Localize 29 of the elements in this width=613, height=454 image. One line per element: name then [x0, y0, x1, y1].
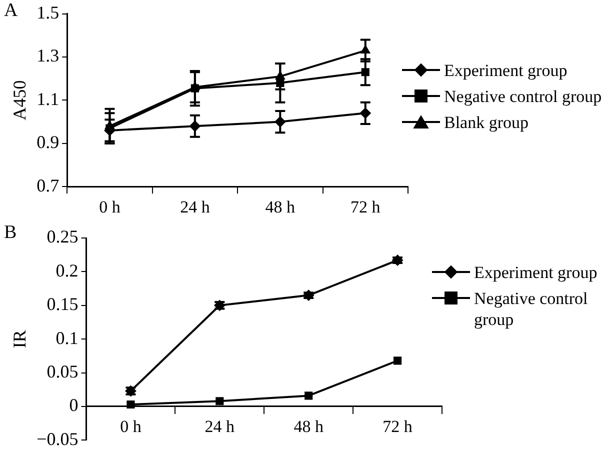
y-tick-label: 1.1 — [36, 88, 60, 109]
x-tick-label: 72 h — [350, 197, 381, 216]
y-tick-label: 0.2 — [56, 260, 78, 280]
y-tick-label: 0.05 — [46, 362, 78, 382]
x-tick-label: 48 h — [265, 197, 296, 216]
legend-label: Experiment group — [474, 262, 598, 283]
y-tick-label: 1.5 — [36, 2, 60, 23]
x-tick-label: 0 h — [120, 417, 142, 436]
x-tick-label: 0 h — [99, 197, 121, 216]
chart-title: B — [4, 222, 17, 244]
legend-label: Negative control group — [474, 288, 589, 330]
x-tick-label: 24 h — [204, 417, 236, 436]
x-tick-label: 48 h — [294, 417, 324, 436]
y-axis-title: A450 — [10, 80, 30, 120]
x-tick-label: 24 h — [180, 197, 210, 216]
y-tick-label: 1.3 — [36, 46, 60, 66]
legend-label: Experiment group — [444, 60, 568, 81]
y-tick-label: −0.05 — [36, 428, 78, 449]
y-tick-label: 0.9 — [36, 132, 60, 152]
y-tick-label: 0.7 — [36, 175, 60, 196]
x-tick-label: 72 h — [382, 417, 413, 436]
legend-label: Negative control group — [444, 86, 602, 107]
chart-title: A — [4, 0, 18, 22]
y-tick-label: 0.1 — [56, 328, 78, 348]
y-tick-label: 0 — [69, 395, 78, 416]
y-tick-label: 0.15 — [46, 294, 78, 314]
legend-label: Blank group — [444, 112, 529, 133]
y-tick-label: 0.25 — [46, 226, 78, 247]
y-axis-title: IR — [10, 330, 30, 348]
